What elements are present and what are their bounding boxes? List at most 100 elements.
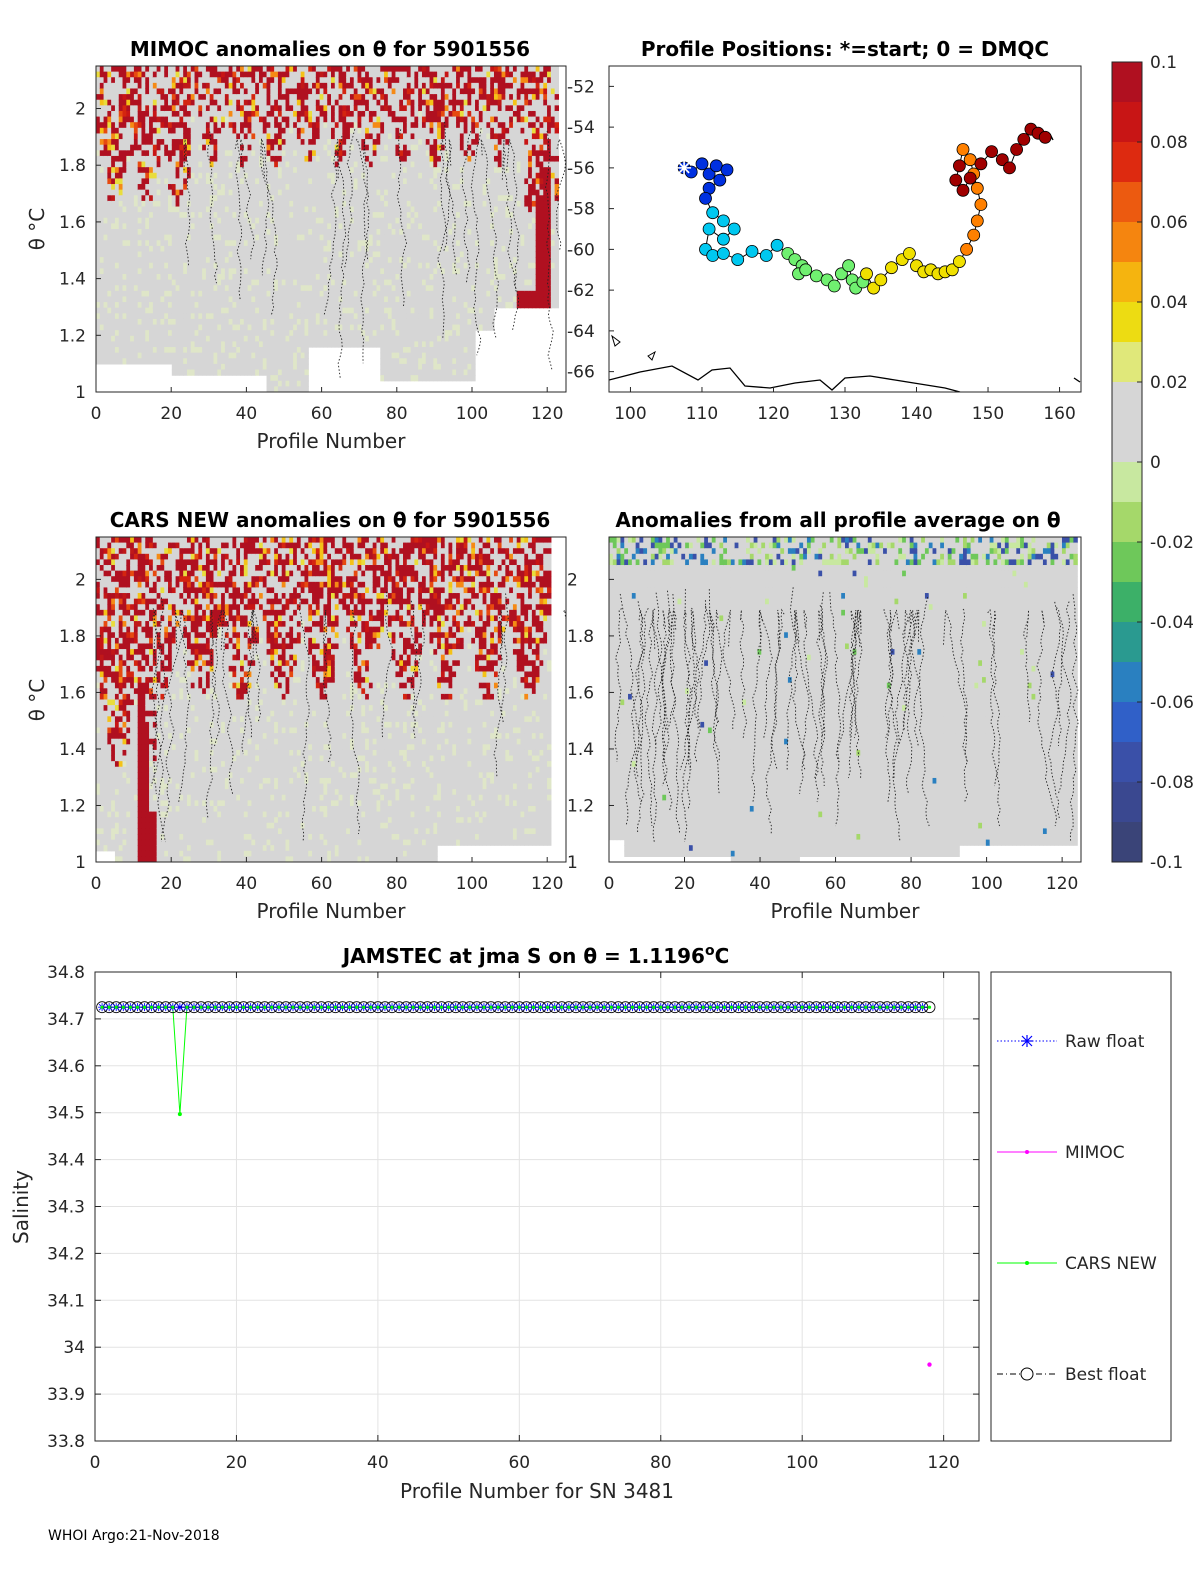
track-point <box>745 244 759 258</box>
track-point <box>717 247 730 260</box>
cars-heatmap <box>96 537 566 862</box>
cars-new-point <box>461 1005 465 1009</box>
cars-new-point <box>560 1005 564 1009</box>
cars-new-point <box>843 1005 847 1009</box>
cars-new-point <box>227 1005 231 1009</box>
x-tick-label: 60 <box>311 874 333 894</box>
cars-new-point <box>418 1005 422 1009</box>
x-tick-label: 80 <box>386 874 408 894</box>
cars-new-point <box>454 1005 458 1009</box>
cars-new-point <box>920 1005 925 1009</box>
salinity-title-sup: o <box>705 943 715 959</box>
cars-ylabel: θ °C <box>25 679 49 722</box>
x-tick-label: 140 <box>900 404 932 424</box>
cars-new-point <box>602 1005 606 1009</box>
x-tick-label: 100 <box>456 874 488 894</box>
track-point <box>903 247 916 260</box>
cars-new-point <box>793 1005 797 1009</box>
cars-new-point <box>892 1005 896 1009</box>
track-point <box>684 165 698 179</box>
x-tick-label: 120 <box>927 1453 959 1473</box>
cars-new-point <box>680 1005 684 1009</box>
cars-new-point <box>701 1005 705 1009</box>
track-point <box>963 153 977 167</box>
track-point <box>974 157 988 171</box>
cars-new-point <box>737 1005 741 1009</box>
colorbar-segment <box>1112 702 1142 743</box>
colorbar-tick-label: -0.08 <box>1150 773 1194 793</box>
cars-new-point <box>468 1005 472 1009</box>
cars-new-point <box>298 1005 302 1009</box>
cars-new-point <box>128 1005 132 1009</box>
cars-axes-box <box>95 536 567 863</box>
cars-new-point <box>355 1005 359 1009</box>
cars-new-point <box>517 1005 521 1009</box>
mimoc-panel: MIMOC anomalies on θ for 5901556 0 20 40 60… <box>25 37 567 453</box>
legend-label: MIMOC <box>1065 1143 1125 1163</box>
y-tick-label: 34.2 <box>47 1244 85 1264</box>
cars-new-dip-point <box>177 1112 182 1117</box>
colorbar-tick-label: -0.04 <box>1150 613 1194 633</box>
colorbar-segment <box>1112 542 1142 583</box>
track-point <box>1010 143 1023 156</box>
legend-item: Best float <box>997 1365 1147 1385</box>
legend-swatch-marker <box>1020 1367 1034 1381</box>
x-tick-label: 80 <box>386 404 408 424</box>
y-tick-label: -66 <box>567 363 595 383</box>
allavg-ticks: 0 20 40 60 80 100 120 1 1.2 1.4 1.6 1.8 2 <box>567 570 1078 894</box>
track-point <box>874 273 888 287</box>
cars-new-point <box>475 1005 479 1009</box>
colorbar-segment <box>1112 502 1142 543</box>
track-point <box>949 173 963 187</box>
legend-item: MIMOC <box>997 1143 1125 1163</box>
salinity-panel: JAMSTEC at jma S on θ = 1.1196oC 0 20 40 60… <box>9 943 980 1503</box>
track-point <box>867 281 880 295</box>
legend-box <box>990 971 1172 1442</box>
colorbar-tick-label: 0.06 <box>1150 213 1188 233</box>
y-tick-label: 1.6 <box>59 683 86 703</box>
cars-new-point <box>135 1005 139 1009</box>
legend-item: Raw float <box>997 1032 1145 1052</box>
cars-new-point <box>885 1005 889 1009</box>
colorbar-segment <box>1112 822 1142 863</box>
colorbar-segment <box>1112 382 1142 423</box>
cars-new-point <box>333 1005 337 1009</box>
salinity-xlabel: Profile Number for SN 3481 <box>400 1479 674 1503</box>
x-tick-label: 100 <box>614 404 646 424</box>
cars-new-point <box>496 1005 500 1009</box>
cars-new-point <box>645 1005 649 1009</box>
y-tick-label: 34.3 <box>47 1198 85 1218</box>
cars-new-point <box>390 1005 394 1009</box>
colorbar-segment <box>1112 662 1142 703</box>
cars-new-point <box>171 1005 175 1009</box>
cars-new-point <box>546 1005 550 1009</box>
cars-new-point <box>100 1005 104 1009</box>
cars-new-point <box>864 1005 868 1009</box>
track-point <box>699 191 712 205</box>
cars-new-point <box>871 1005 875 1009</box>
y-tick-label: 34.6 <box>47 1057 85 1077</box>
colorbar-tick-label: -0.1 <box>1150 853 1183 873</box>
cars-title: CARS NEW anomalies on θ for 5901556 <box>110 508 551 532</box>
y-tick-label: -58 <box>567 200 595 220</box>
contour-lines <box>150 591 566 843</box>
track-point <box>702 222 716 236</box>
cars-new-point <box>263 1005 267 1009</box>
x-tick-label: 120 <box>757 404 789 424</box>
cars-new-point <box>666 1005 670 1009</box>
x-tick-label: 80 <box>650 1453 672 1473</box>
cars-new-point <box>142 1005 147 1009</box>
salinity-title: JAMSTEC at jma S on θ = 1.1196oC <box>341 943 730 968</box>
y-tick-label: 34 <box>63 1338 85 1358</box>
contour-lines <box>183 121 566 380</box>
colorbar-segment <box>1112 782 1142 823</box>
mimoc-title: MIMOC anomalies on θ for 5901556 <box>130 37 530 61</box>
x-tick-label: 0 <box>90 1453 101 1473</box>
positions-panel: Profile Positions: *=start; 0 = DMQC 100… <box>567 37 1082 424</box>
cars-new-point <box>121 1005 125 1009</box>
x-tick-label: 0 <box>91 404 102 424</box>
cars-new-point <box>432 1005 437 1009</box>
track-point <box>995 153 1009 167</box>
salinity-title-main: JAMSTEC at jma S on θ = 1.1196 <box>341 944 705 968</box>
colorbar-segment <box>1112 222 1142 263</box>
